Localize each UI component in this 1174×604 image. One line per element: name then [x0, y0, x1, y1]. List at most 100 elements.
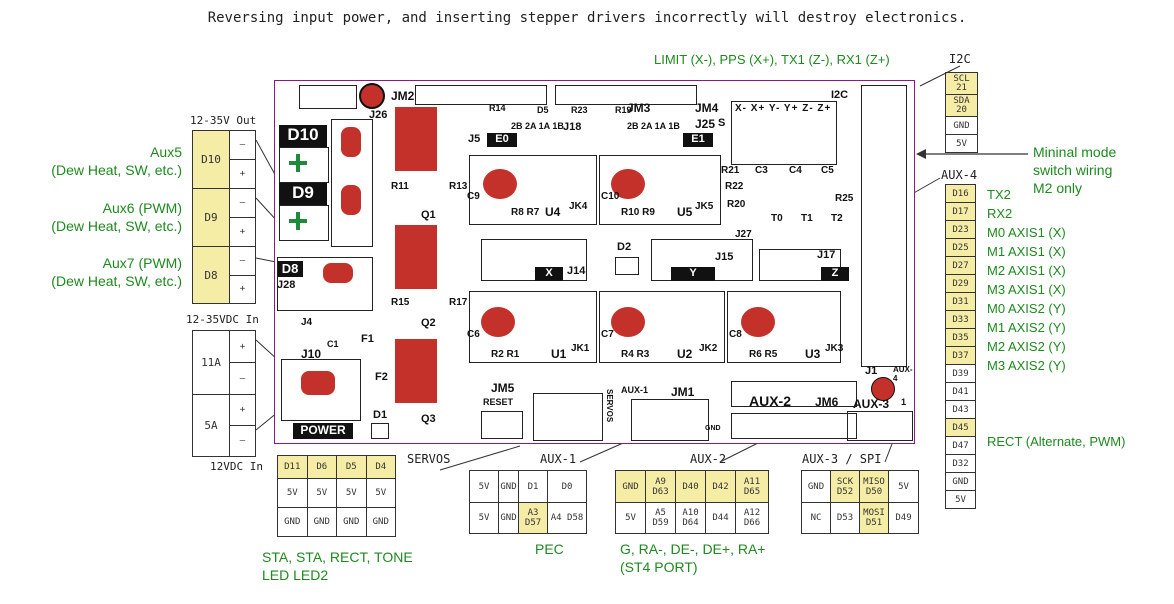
cap-c7	[611, 307, 645, 337]
label-d10: D10	[279, 125, 327, 147]
label-j15: J15	[715, 251, 734, 263]
label-r17: R17	[449, 297, 468, 308]
label-jk2: JK2	[699, 343, 718, 354]
label-d1: D1	[373, 409, 388, 421]
label-r19: R19	[615, 105, 632, 115]
aux4-pin-label: M3 AXIS1 (X)	[987, 282, 1066, 297]
servos-caption: STA, STA, RECT, TONE LED LED2	[262, 549, 413, 583]
aux6-label: Aux6 (PWM) (Dew Heat, SW, etc.)	[51, 200, 182, 234]
aux4-pin: D37	[945, 346, 976, 365]
in-11a: 11A	[192, 330, 230, 395]
label-q1: Q1	[421, 209, 436, 221]
buzzer	[359, 83, 385, 109]
label-d8: D8	[277, 261, 303, 277]
aux4-pin: D35	[945, 328, 976, 347]
aux3-title: AUX-3 / SPI	[802, 452, 882, 466]
aux4-pin: D41	[945, 382, 976, 401]
aux4-pin: D33	[945, 310, 976, 329]
label-jm3: JM3	[627, 101, 651, 115]
label-c10: C10	[601, 191, 620, 202]
aux1-pin-table: 5V GND D1 D0 5V GND A3 D57 A4 D58	[469, 470, 587, 534]
label-r10r9: R10 R9	[621, 207, 655, 218]
label-u1: U1	[551, 347, 567, 361]
aux4-pin-label: M3 AXIS2 (Y)	[987, 358, 1066, 373]
aux2-top-row	[731, 381, 857, 407]
label-limits: X- X+ Y- Y+ Z- Z+	[735, 103, 832, 114]
label-d2: D2	[617, 241, 632, 253]
label-i2c: I2C	[831, 89, 849, 101]
label-c9: C9	[467, 191, 480, 202]
label-aux1-board: AUX-1	[621, 385, 649, 395]
aux3-pin-table: GND SCK D52 MISO D50 5V NC D53 MOSI D51 D49	[801, 470, 919, 534]
aux4-pin: D16	[945, 184, 976, 203]
aux4-pin-label: M1 AXIS2 (Y)	[987, 320, 1066, 335]
label-r14: R14	[489, 103, 506, 113]
label-r2r1: R2 R1	[491, 349, 520, 360]
mosfet-q1	[395, 107, 437, 171]
label-jk5: JK5	[695, 201, 714, 212]
terminal-d9	[279, 205, 329, 241]
out-terminal-table: D10– + D9– + D8– +	[192, 130, 256, 304]
capacitor-large	[871, 377, 895, 401]
label-r23: R23	[571, 105, 588, 115]
plus-d9-v	[296, 212, 300, 230]
label-e1: E1	[683, 133, 713, 147]
label-c8: C8	[729, 329, 742, 340]
label-pins-e1: 2B 2A 1A 1B	[627, 121, 680, 131]
socket-x	[469, 291, 597, 363]
aux1-caption: PEC	[535, 541, 564, 557]
servos-title: SERVOS	[407, 452, 451, 466]
socket-e1	[599, 155, 721, 225]
label-r8r7: R8 R7	[511, 207, 540, 218]
label-r15: R15	[391, 297, 410, 308]
i2c-title: I2C	[949, 52, 971, 66]
label-u4: U4	[545, 205, 561, 219]
aux4-pin-label: M0 AXIS2 (Y)	[987, 301, 1066, 316]
terminal-d8	[277, 257, 373, 311]
aux4-pin: D47	[945, 436, 976, 455]
cap-c8	[741, 307, 775, 337]
servos-header	[533, 393, 603, 441]
aux4-pin: D17	[945, 202, 976, 221]
label-j5: J5	[468, 133, 481, 145]
cap-c6	[481, 307, 515, 337]
label-t0: T0	[771, 213, 783, 224]
label-j10: J10	[301, 347, 322, 361]
power-input-terminal	[281, 359, 361, 421]
aux4-pin: D23	[945, 220, 976, 239]
out-header: 12-35V Out	[190, 114, 257, 127]
aux4-pin: D31	[945, 292, 976, 311]
label-d5: D5	[537, 105, 549, 115]
ramps-board: JM2 J26 JM3 JM4 J25 R14 D5 R23 R19 J18 J…	[274, 80, 915, 444]
aux4-pin: D45	[945, 418, 976, 437]
label-j1: J1	[865, 365, 878, 377]
label-servos-board: SERVOS	[605, 389, 614, 423]
out-d8: D8	[192, 246, 230, 304]
socket-e0	[469, 155, 597, 225]
label-j28: J28	[277, 279, 296, 291]
label-gnd-board: GND	[705, 425, 721, 432]
aux4-pin-label: M2 AXIS1 (X)	[987, 263, 1066, 278]
label-j27: J27	[735, 229, 752, 240]
label-q3: Q3	[421, 413, 436, 425]
aux2-caption: G, RA-, DE-, DE+, RA+ (ST4 PORT)	[620, 541, 766, 575]
aux4-pin-label: M0 AXIS1 (X)	[987, 225, 1066, 240]
label-pin-one: 1	[901, 397, 907, 407]
header-row-left	[299, 85, 357, 109]
aux2-title: AUX-2	[690, 452, 727, 466]
fuse-holder-top	[331, 119, 373, 247]
i2c-pin-scl: SCL 21	[945, 72, 978, 95]
servos-pin-table: D11 D6 D5 D4 5V 5V 5V 5V GND GND GND GND	[277, 455, 396, 537]
label-u5: U5	[677, 205, 693, 219]
label-s: S	[718, 117, 726, 129]
label-t2: T2	[831, 213, 843, 224]
label-j4: J4	[301, 317, 313, 328]
diode-d2	[615, 257, 639, 275]
limit-pins-label: LIMIT (X-), PPS (X+), TX1 (Z-), RX1 (Z+)	[654, 52, 890, 67]
label-j26: J26	[369, 109, 388, 121]
label-reset: RESET	[483, 397, 514, 407]
fuse-3	[323, 263, 353, 283]
label-jk3: JK3	[825, 343, 844, 354]
aux4-pin: D43	[945, 400, 976, 419]
aux4-pin: D39	[945, 364, 976, 383]
